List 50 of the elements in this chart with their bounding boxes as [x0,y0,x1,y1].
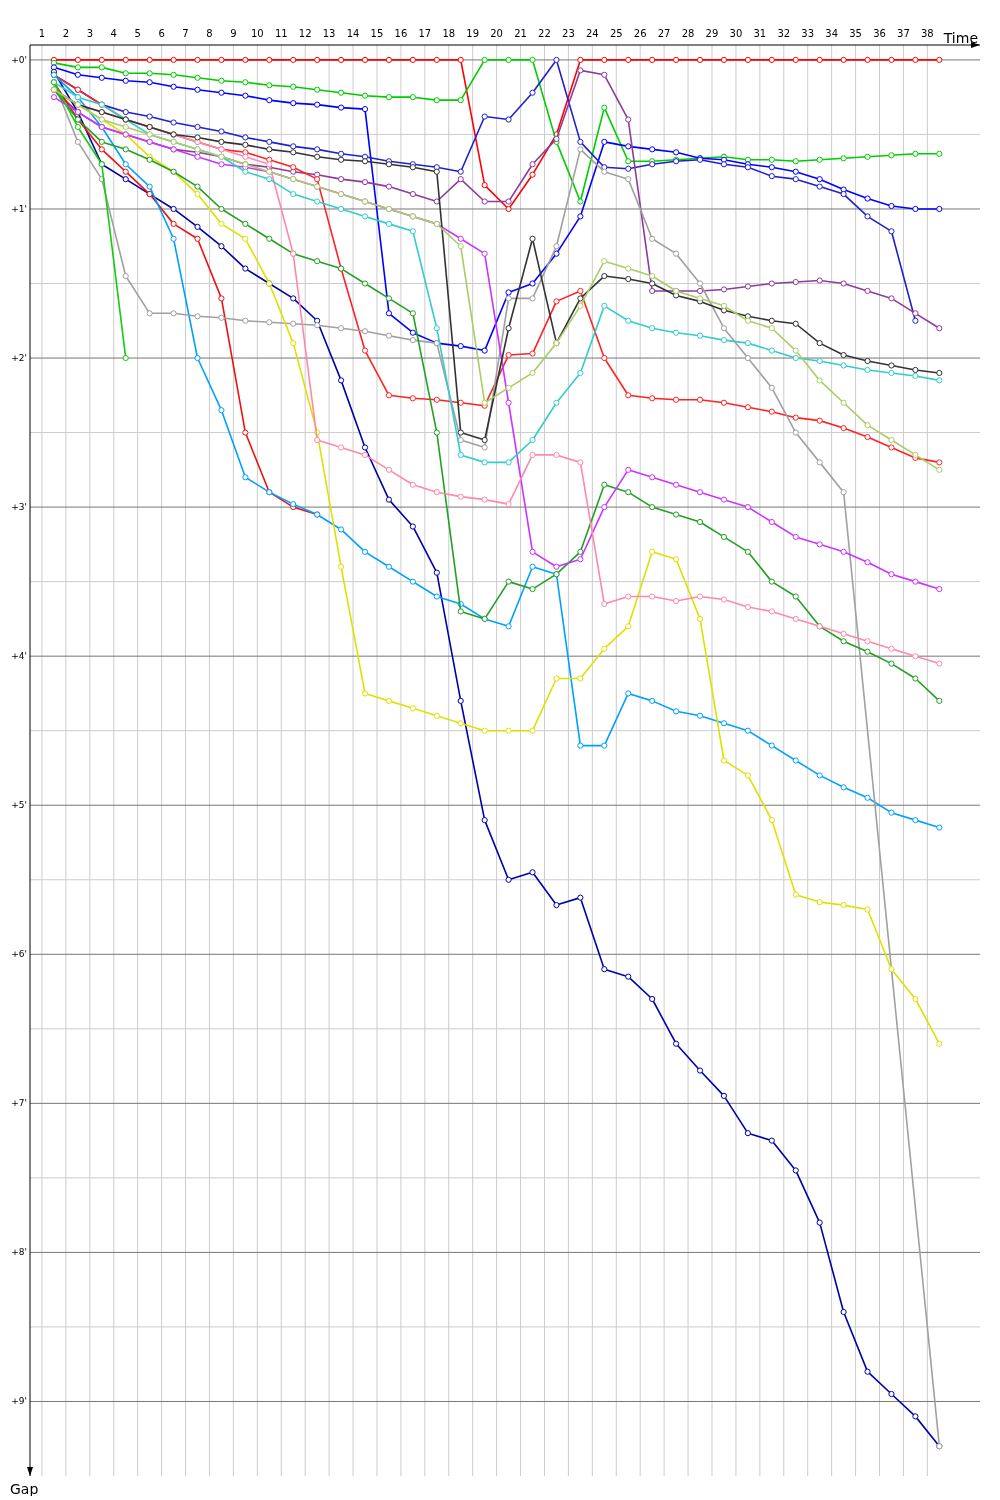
x-tick-label: 34 [825,28,838,39]
y-tick-label: +6' [11,949,27,960]
y-tick-label: +4' [11,651,27,662]
x-tick-label: 3 [86,28,94,39]
x-tick-label: 22 [538,28,551,39]
y-tick-label: +2' [11,353,27,364]
x-tick-label: 6 [158,28,165,39]
x-tick-label: 10 [250,28,264,39]
x-tick-label: 36 [873,28,886,39]
x-tick-label: 19 [466,28,480,39]
x-tick-label: 38 [920,28,934,39]
x-tick-label: 12 [298,28,312,39]
y-tick-label: +5' [11,800,27,811]
x-tick-label: 17 [418,28,432,39]
x-tick-label: 26 [633,28,647,39]
x-tick-label: 15 [370,28,384,39]
x-tick-label: 1 [38,28,46,39]
x-tick-label: 18 [442,28,456,39]
y-tick-label: +7' [11,1098,27,1109]
x-tick-label: 2 [62,28,70,39]
x-tick-label: 35 [849,28,862,39]
x-tick-label: 8 [206,28,213,39]
y-axis-title: Gap [10,1481,39,1497]
x-tick-label: 7 [182,28,189,39]
y-tick-label: +9' [11,1396,27,1407]
y-tick-label: +3' [11,502,27,513]
x-tick-label: 24 [585,28,599,39]
y-tick-label: +1' [11,203,27,214]
x-tick-label: 4 [110,28,117,39]
x-tick-label: 33 [801,28,815,39]
x-tick-label: 11 [274,28,288,39]
x-tick-label: 16 [394,28,408,39]
x-tick-label: 21 [514,28,527,39]
x-tick-label: 5 [134,28,141,39]
x-tick-label: 37 [897,28,910,39]
x-tick-label: 20 [490,28,503,39]
x-tick-label: 23 [562,28,575,39]
x-tick-label: 27 [657,28,671,39]
y-tick-label: +0' [11,54,27,65]
x-tick-label: 30 [729,28,743,39]
x-tick-label: 31 [753,28,767,39]
x-axis-title: Time [942,30,978,46]
x-tick-label: 25 [609,28,623,39]
x-tick-label: 28 [681,28,695,39]
x-tick-label: 14 [346,28,360,39]
x-tick-label: 29 [705,28,719,39]
x-tick-label: 13 [322,28,336,39]
x-tick-label: 32 [777,28,791,39]
x-tick-label: 9 [230,28,237,39]
y-tick-label: +8' [11,1247,27,1258]
